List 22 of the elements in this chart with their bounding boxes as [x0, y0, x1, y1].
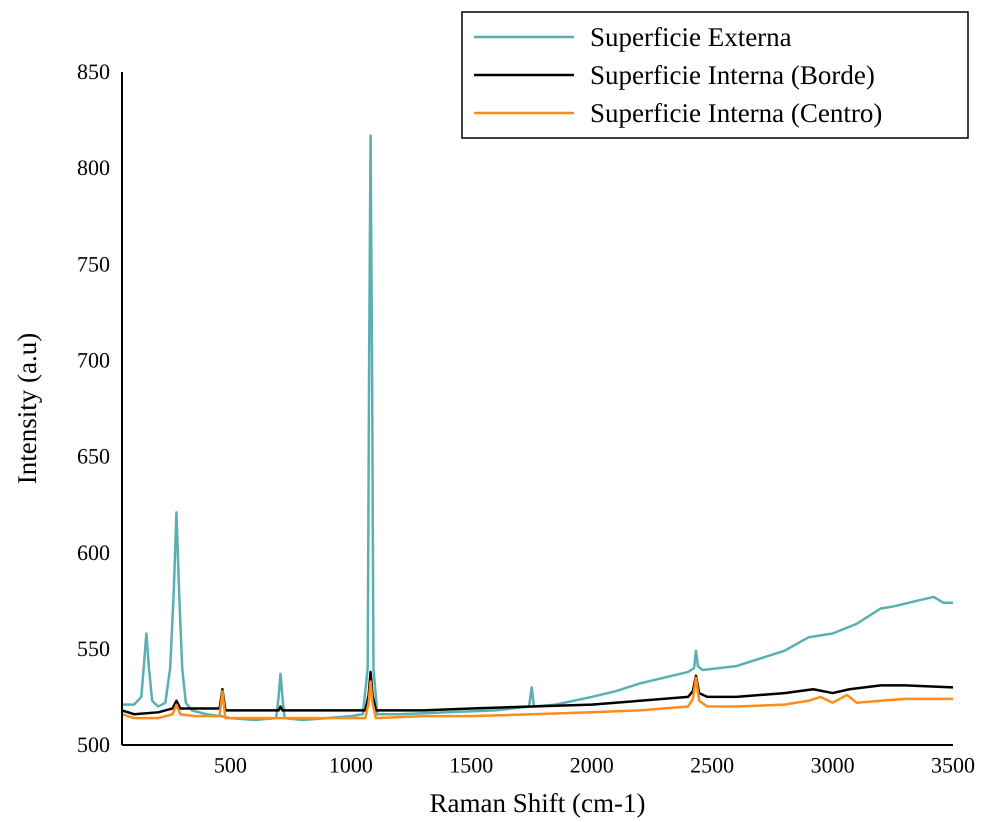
y-axis-title: Intensity (a.u) — [12, 332, 42, 484]
x-tick-label: 3500 — [931, 752, 975, 778]
x-axis-title: Raman Shift (cm-1) — [430, 788, 646, 818]
y-tick-label: 600 — [77, 540, 110, 565]
x-tick-label: 1000 — [328, 752, 373, 778]
legend-label: Superficie Externa — [590, 22, 792, 52]
line-series — [120, 676, 954, 720]
x-tick-label: 500 — [214, 752, 247, 778]
y-tick-label: 550 — [77, 636, 110, 661]
x-tick-label: 2000 — [570, 752, 614, 778]
x-tick-label: 1500 — [449, 752, 494, 778]
y-tick-label: 850 — [77, 59, 110, 84]
x-tick-label: 3000 — [810, 752, 855, 778]
legend-label: Superficie Interna (Centro) — [590, 98, 882, 128]
y-tick-label: 700 — [77, 347, 110, 372]
y-tick-label: 750 — [77, 251, 110, 276]
legend-label: Superficie Interna (Borde) — [590, 60, 875, 90]
y-tick-label: 650 — [77, 444, 110, 469]
x-tick-label: 2500 — [690, 752, 734, 778]
y-tick-label: 500 — [77, 732, 110, 758]
line-series — [120, 134, 954, 722]
y-tick-label: 800 — [77, 155, 110, 180]
